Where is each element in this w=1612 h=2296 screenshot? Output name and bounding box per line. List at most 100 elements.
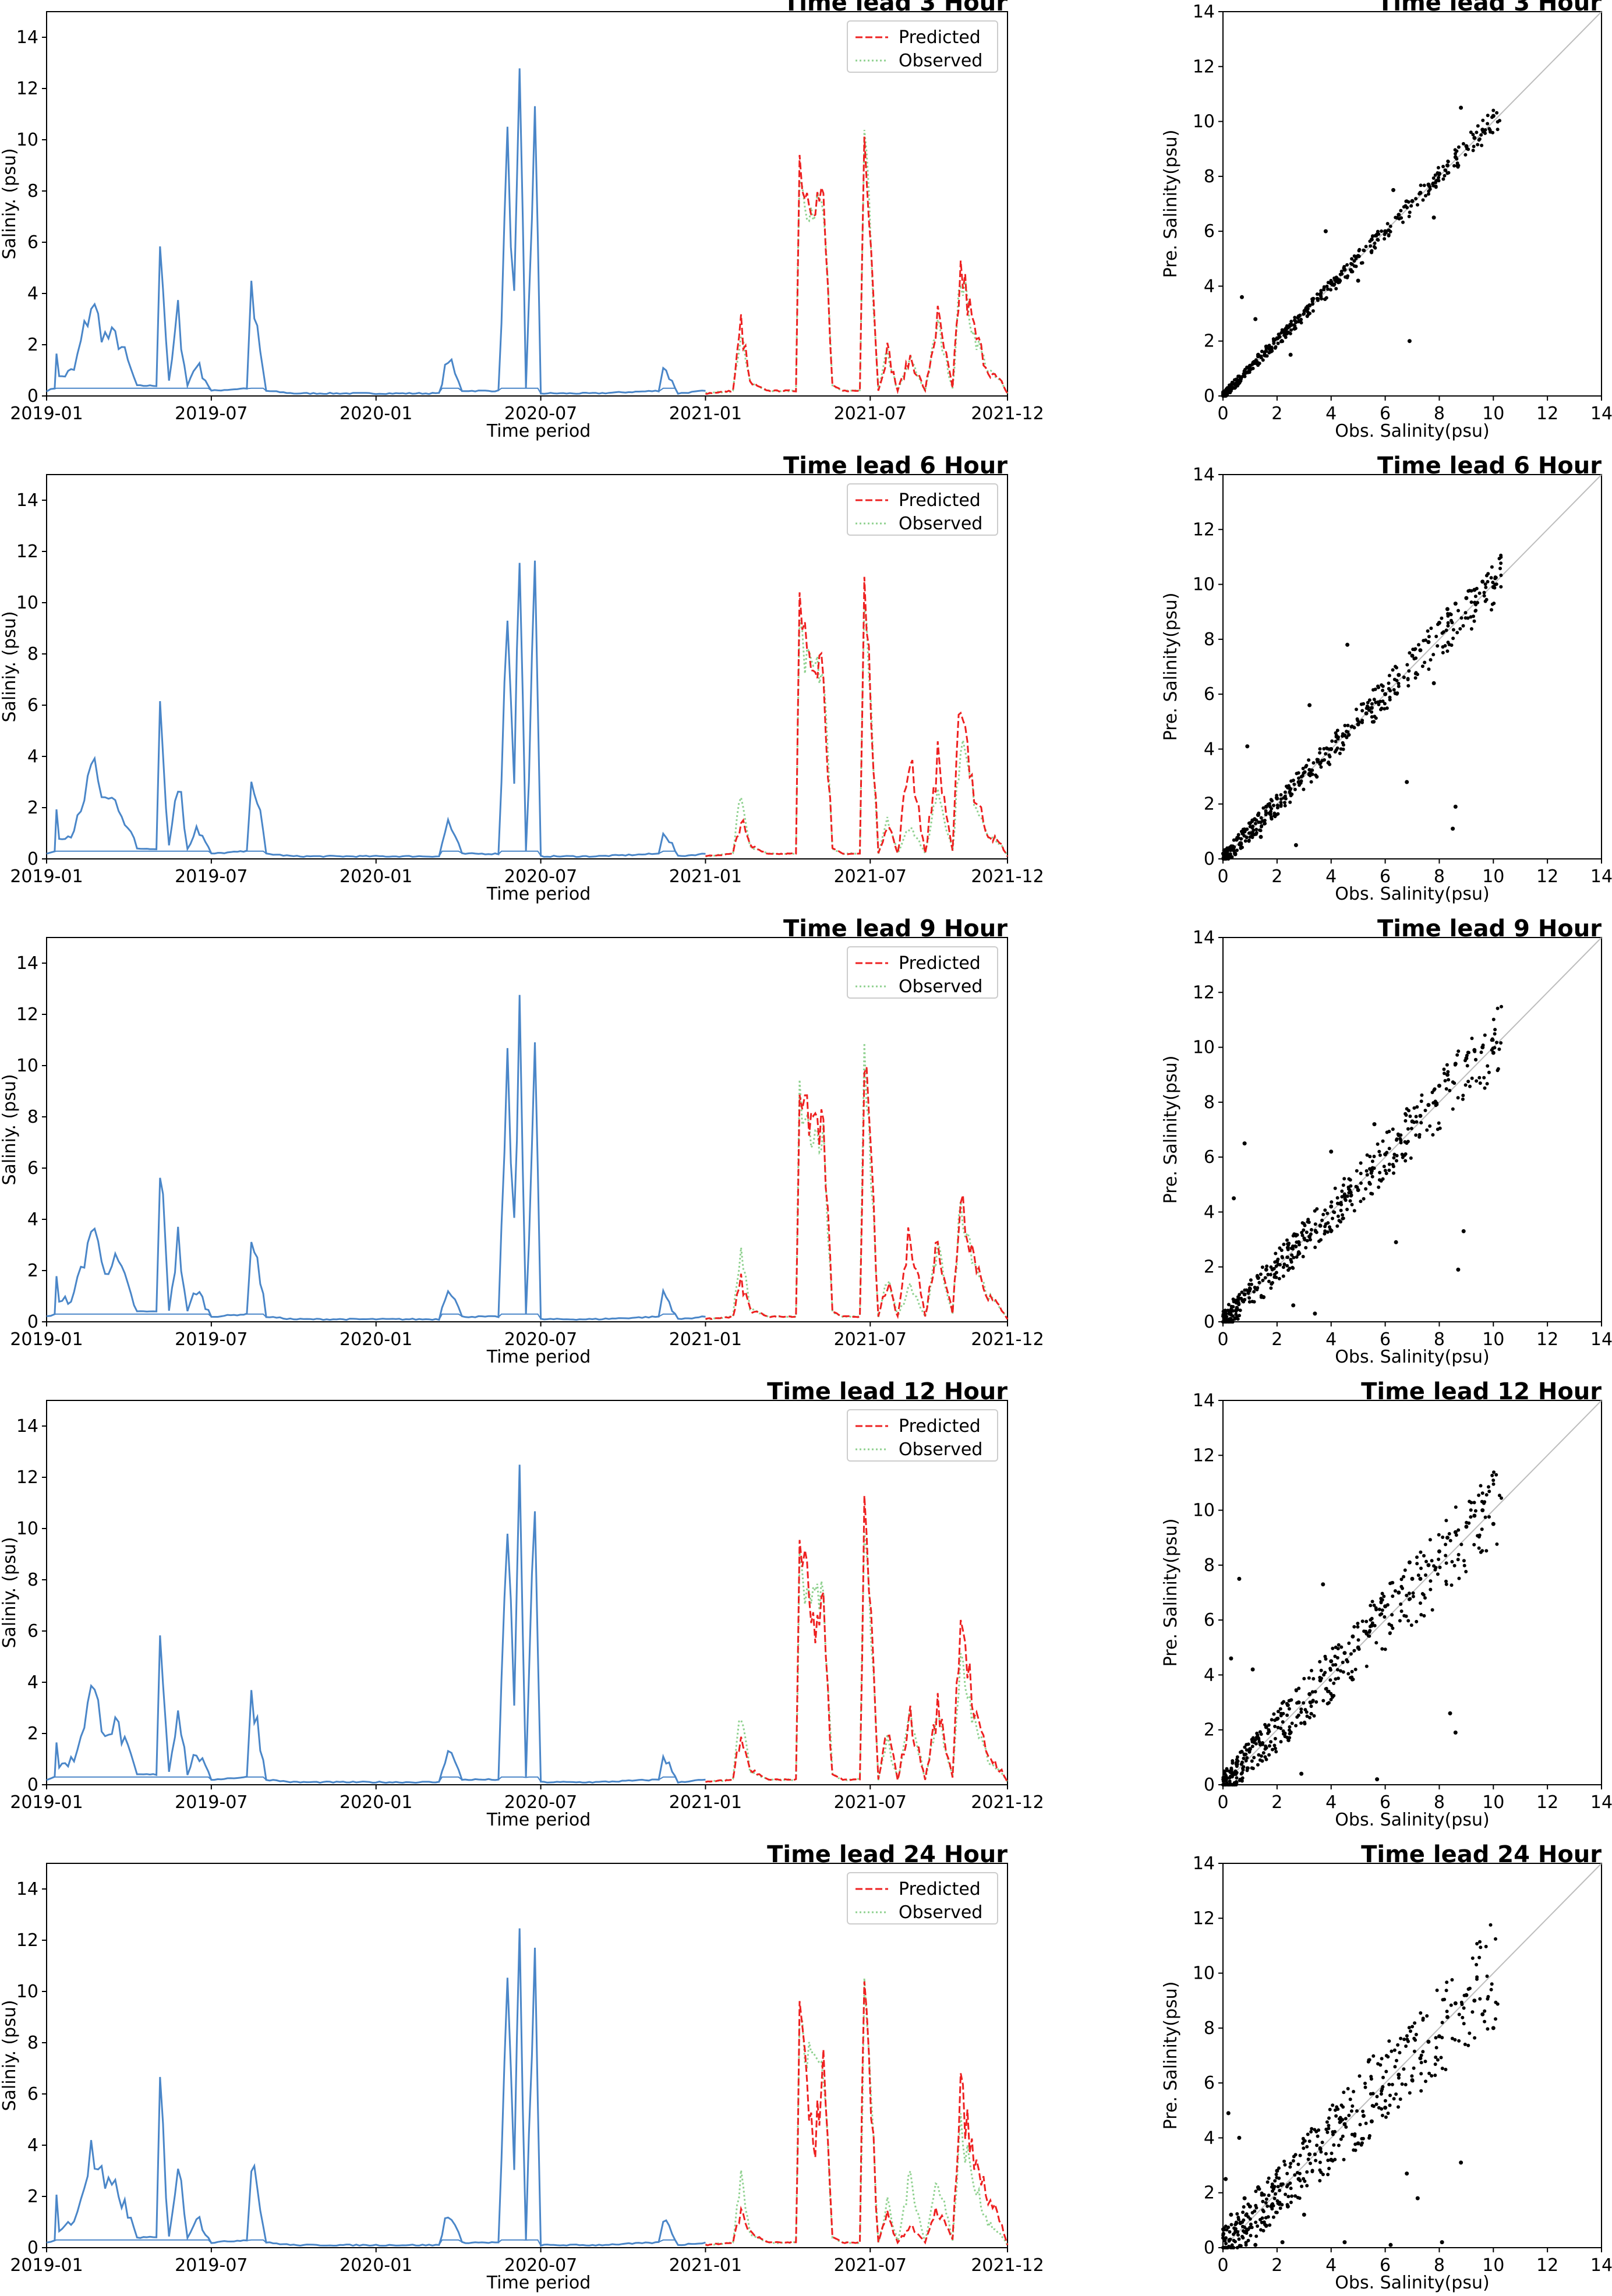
scatter-point xyxy=(1242,1298,1246,1302)
scatter-point xyxy=(1279,1740,1283,1744)
scatter-point xyxy=(1313,1246,1317,1250)
x-tick-label: 10 xyxy=(1482,866,1504,887)
scatter-point xyxy=(1242,1765,1246,1769)
scatter-point xyxy=(1289,1731,1292,1735)
scatter-point xyxy=(1271,804,1275,808)
scatter-point xyxy=(1236,1317,1240,1321)
scatter-point xyxy=(1361,2114,1366,2118)
scatter-point xyxy=(1307,1220,1311,1224)
scatter-point xyxy=(1497,1047,1501,1051)
scatter-point xyxy=(1350,257,1354,261)
scatter-point xyxy=(1353,2142,1358,2146)
scatter-point xyxy=(1342,266,1346,270)
scatter-point xyxy=(1242,1141,1247,1146)
scatter-point xyxy=(1456,1267,1461,1272)
scatter-point xyxy=(1355,1169,1359,1173)
scatter-point xyxy=(1491,2026,1496,2030)
scatter-point xyxy=(1261,1742,1264,1746)
observed-line xyxy=(705,130,1009,395)
scatter-point xyxy=(1311,309,1315,313)
scatter-point xyxy=(1491,581,1495,585)
scatter-point xyxy=(1267,344,1271,348)
scatter-point xyxy=(1440,2067,1444,2071)
scatter-point xyxy=(1380,706,1384,710)
scatter-point xyxy=(1277,2202,1281,2206)
y-tick-label: 10 xyxy=(16,130,38,150)
scatter-point xyxy=(1360,719,1364,723)
scatter-point xyxy=(1455,161,1459,165)
scatter-point xyxy=(1243,829,1247,833)
x-tick-label: 2020-01 xyxy=(340,404,412,424)
scatter-point xyxy=(1390,1613,1394,1617)
scatter-point xyxy=(1419,2072,1423,2076)
scatter-point xyxy=(1420,1093,1424,1097)
scatter-point xyxy=(1364,245,1368,249)
scatter-point xyxy=(1499,561,1503,565)
y-axis-label: Saliniy. (psu) xyxy=(0,611,20,722)
scatter-point xyxy=(1222,1777,1226,1781)
scatter-point xyxy=(1419,2089,1423,2093)
scatter-point xyxy=(1318,1660,1322,1664)
scatter-point xyxy=(1251,818,1255,822)
scatter-point xyxy=(1292,327,1296,331)
scatter-point xyxy=(1263,1747,1267,1751)
scatter-point xyxy=(1323,1208,1327,1212)
scatter-point xyxy=(1283,2163,1287,2167)
x-tick-label: 2020-07 xyxy=(504,1792,577,1813)
scatter-point xyxy=(1499,1041,1503,1045)
scatter-point xyxy=(1457,1049,1461,1053)
scatter-point xyxy=(1305,1239,1309,1243)
scatter-point xyxy=(1473,600,1477,604)
panel-title: Time lead 6 Hour xyxy=(783,452,1008,479)
scatter-point xyxy=(1394,1240,1398,1244)
scatter-point xyxy=(1484,574,1489,578)
scatter-point xyxy=(1307,2139,1311,2143)
scatter-point xyxy=(1245,744,1250,749)
scatter-point xyxy=(1491,1522,1496,1526)
scatter-point xyxy=(1333,2129,1337,2134)
scatter-point xyxy=(1445,1536,1450,1540)
scatter-point xyxy=(1288,788,1292,792)
scatter-point xyxy=(1457,1576,1461,1580)
scatter-point xyxy=(1338,751,1342,755)
scatter-point xyxy=(1228,387,1232,391)
scatter-point xyxy=(1352,2090,1356,2093)
scatter-point xyxy=(1270,1718,1274,1722)
scatter-point xyxy=(1300,2184,1304,2188)
predicted-line xyxy=(705,576,1009,857)
scatter-point xyxy=(1291,1265,1295,1269)
scatter-point xyxy=(1236,2217,1240,2221)
scatter-point xyxy=(1444,628,1448,632)
scatter-point xyxy=(1451,1107,1455,1111)
scatter-point xyxy=(1240,1771,1244,1775)
scatter-point xyxy=(1415,1555,1419,1559)
scatter-point xyxy=(1397,2072,1401,2077)
scatter-point xyxy=(1313,2128,1317,2132)
scatter-point xyxy=(1470,1036,1474,1041)
scatter-point xyxy=(1456,1096,1460,1100)
scatter-point xyxy=(1352,1648,1356,1653)
scatter-point xyxy=(1455,164,1459,168)
scatter-point xyxy=(1484,1944,1488,1948)
scatter-point xyxy=(1486,1997,1490,2001)
scatter-point xyxy=(1380,2057,1384,2061)
scatter-point xyxy=(1315,292,1319,296)
scatter-point xyxy=(1387,674,1391,678)
scatter-point xyxy=(1390,2049,1394,2053)
scatter-point xyxy=(1337,1643,1341,1647)
y-axis-label: Pre. Salinity(psu) xyxy=(1161,1519,1181,1667)
scatter-point xyxy=(1229,2212,1233,2217)
scatter-point xyxy=(1453,2038,1457,2042)
scatter-point xyxy=(1491,1017,1496,1021)
scatter-point xyxy=(1314,1700,1318,1704)
scatter-point xyxy=(1238,374,1242,378)
scatter-point xyxy=(1342,1651,1347,1655)
scatter-point xyxy=(1296,316,1300,320)
scatter-point xyxy=(1433,2062,1437,2066)
scatter-point xyxy=(1444,1582,1448,1586)
scatter-point xyxy=(1305,1710,1309,1714)
scatter-point xyxy=(1229,844,1233,848)
scatter-point xyxy=(1267,1729,1271,1734)
